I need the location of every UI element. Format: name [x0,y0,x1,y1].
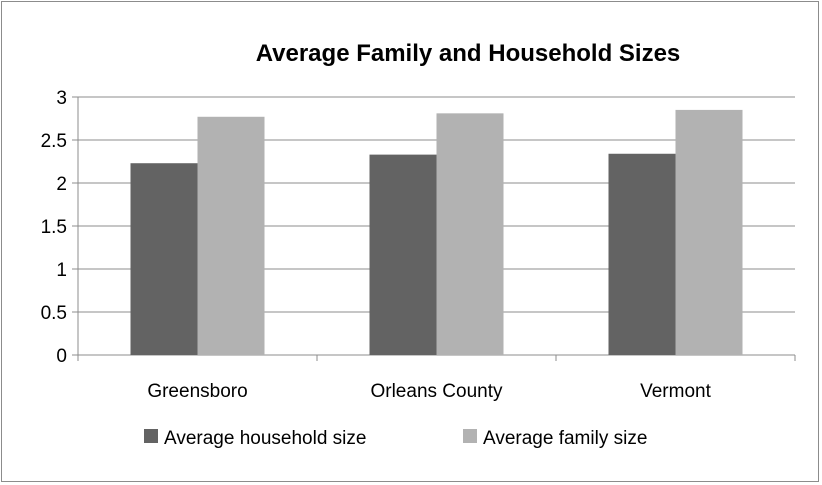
y-tick-label: 1.5 [41,217,67,238]
legend-label: Average family size [483,428,647,449]
category-label: Greensboro [147,381,247,402]
y-tick-label: 0.5 [41,303,67,324]
legend: Average household size Average family siz… [144,428,647,449]
y-tick-label: 0 [56,346,67,367]
category-label: Orleans County [370,381,503,402]
bar [608,153,676,355]
bar [675,109,743,356]
y-tick-label: 2.5 [41,131,67,152]
legend-label: Average household size [164,428,366,449]
y-tick-label: 3 [56,88,67,109]
axis-labels: 0 0.5 1 1.5 2 2.5 3 Greensboro Orleans County Ver… [41,88,712,402]
category-label: Vermont [640,381,711,402]
y-tick-label: 2 [56,174,67,195]
bar [197,116,265,355]
y-tick-label: 1 [56,260,67,281]
bar [369,154,437,355]
bar [130,163,198,355]
legend-swatch [463,429,477,443]
bars [130,109,743,356]
legend-swatch [144,429,158,443]
chart-title: Average Family and Household Sizes [256,40,681,67]
bar [436,113,504,355]
